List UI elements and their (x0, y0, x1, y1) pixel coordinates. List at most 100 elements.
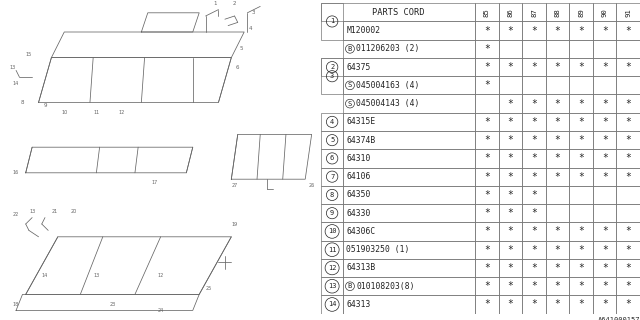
Text: *: * (602, 153, 607, 164)
Bar (321, 3, 476, 21)
Text: *: * (578, 62, 584, 72)
Bar (616, 149, 640, 168)
Text: *: * (602, 135, 607, 145)
Text: 23: 23 (109, 301, 116, 307)
Bar (616, 113, 640, 131)
Bar (593, 76, 616, 94)
Text: *: * (602, 26, 607, 36)
Bar (593, 204, 616, 222)
Text: *: * (531, 153, 537, 164)
Text: 10: 10 (61, 109, 67, 115)
Text: *: * (508, 62, 513, 72)
Bar (546, 76, 570, 94)
Bar (321, 277, 343, 295)
Bar (343, 204, 476, 222)
Bar (499, 295, 522, 314)
Bar (476, 168, 499, 186)
Bar (546, 222, 570, 241)
Text: 13: 13 (10, 65, 16, 70)
Bar (343, 241, 476, 259)
Text: *: * (578, 26, 584, 36)
Bar (546, 186, 570, 204)
Text: 12: 12 (328, 265, 337, 271)
Bar (546, 259, 570, 277)
Bar (321, 186, 343, 204)
Bar (593, 186, 616, 204)
Bar (593, 131, 616, 149)
Text: 3: 3 (330, 73, 334, 79)
Bar (570, 295, 593, 314)
Text: 21: 21 (51, 209, 58, 214)
Text: 64313: 64313 (346, 300, 371, 309)
Bar (570, 3, 593, 21)
Text: *: * (531, 300, 537, 309)
Polygon shape (38, 58, 231, 102)
Bar (522, 113, 546, 131)
Bar (476, 149, 499, 168)
Text: *: * (484, 172, 490, 182)
Text: 4: 4 (249, 26, 252, 31)
Bar (616, 21, 640, 40)
Bar (476, 58, 499, 76)
Bar (499, 94, 522, 113)
Text: *: * (555, 26, 561, 36)
Bar (570, 277, 593, 295)
Text: *: * (555, 62, 561, 72)
Text: 27: 27 (232, 183, 237, 188)
Bar (616, 3, 640, 21)
Bar (321, 3, 343, 40)
Bar (522, 186, 546, 204)
Bar (546, 3, 570, 21)
Text: *: * (555, 153, 561, 164)
Text: *: * (578, 135, 584, 145)
Text: *: * (602, 263, 607, 273)
Bar (522, 149, 546, 168)
Polygon shape (231, 134, 312, 179)
Bar (522, 259, 546, 277)
Polygon shape (141, 13, 199, 32)
Bar (546, 295, 570, 314)
Bar (616, 76, 640, 94)
Bar (593, 149, 616, 168)
Bar (616, 241, 640, 259)
Text: 64315E: 64315E (346, 117, 376, 126)
Text: *: * (625, 62, 631, 72)
Text: 045004143 (4): 045004143 (4) (356, 99, 419, 108)
Text: 90: 90 (602, 8, 608, 17)
Bar (522, 40, 546, 58)
Polygon shape (16, 294, 199, 310)
Text: *: * (508, 300, 513, 309)
Text: 8: 8 (330, 192, 334, 198)
Text: 64310: 64310 (346, 154, 371, 163)
Bar (343, 295, 476, 314)
Bar (476, 40, 499, 58)
Text: *: * (578, 153, 584, 164)
Text: *: * (602, 62, 607, 72)
Bar (522, 131, 546, 149)
Text: 64350: 64350 (346, 190, 371, 199)
Text: 17: 17 (151, 180, 157, 185)
Bar (570, 113, 593, 131)
Text: *: * (484, 44, 490, 54)
Text: *: * (484, 281, 490, 291)
Text: *: * (602, 172, 607, 182)
Text: A641000157: A641000157 (598, 317, 640, 320)
Text: 1: 1 (330, 19, 334, 24)
Text: *: * (555, 99, 561, 108)
Text: 011206203 (2): 011206203 (2) (356, 44, 419, 53)
Text: 14: 14 (13, 81, 19, 86)
Text: 2: 2 (233, 1, 236, 6)
Text: *: * (508, 26, 513, 36)
Bar (593, 113, 616, 131)
Text: 16: 16 (13, 170, 19, 175)
Bar (343, 186, 476, 204)
Bar (476, 222, 499, 241)
Bar (321, 149, 343, 168)
Text: 64374B: 64374B (346, 136, 376, 145)
Bar (522, 222, 546, 241)
Text: 64375: 64375 (346, 63, 371, 72)
Bar (570, 204, 593, 222)
Bar (570, 186, 593, 204)
Text: 5: 5 (330, 137, 334, 143)
Bar (522, 58, 546, 76)
